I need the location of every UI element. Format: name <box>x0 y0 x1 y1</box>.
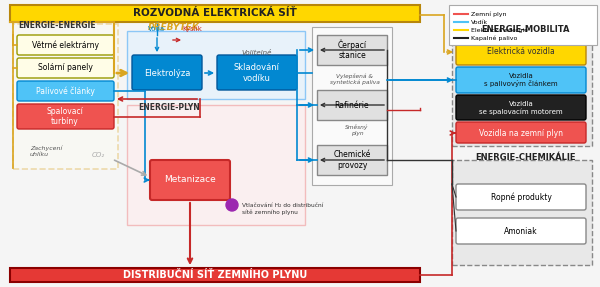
Bar <box>317 145 387 175</box>
Bar <box>452 31 592 146</box>
Text: Amoniak: Amoniak <box>504 226 538 236</box>
FancyBboxPatch shape <box>456 218 586 244</box>
Text: Zemní plyn: Zemní plyn <box>471 11 506 17</box>
Bar <box>10 268 420 282</box>
Text: Vozidla
se spalovacím motorem: Vozidla se spalovacím motorem <box>479 101 563 115</box>
Text: ENERGIE-ENERGIE: ENERGIE-ENERGIE <box>18 22 95 30</box>
Text: CO₂: CO₂ <box>92 152 105 158</box>
FancyBboxPatch shape <box>456 67 586 93</box>
Text: DISTRIBUČNÍ SÍŤ ZEMNÍHO PLYNU: DISTRIBUČNÍ SÍŤ ZEMNÍHO PLYNU <box>123 270 307 280</box>
Text: Spalovací
turbíny: Spalovací turbíny <box>47 107 83 126</box>
Text: Vozidla
s palivovým článkem: Vozidla s palivovým článkem <box>484 73 558 87</box>
Text: Rafinérie: Rafinérie <box>335 100 370 110</box>
Text: Elektrická vozidla: Elektrická vozidla <box>487 48 555 57</box>
Text: Voda: Voda <box>148 26 165 32</box>
Text: ENERGIE-PLYN: ENERGIE-PLYN <box>138 104 200 113</box>
FancyBboxPatch shape <box>17 81 114 101</box>
Text: ROZVODNÁ ELEKTRICKÁ SÍŤ: ROZVODNÁ ELEKTRICKÁ SÍŤ <box>133 9 297 18</box>
FancyBboxPatch shape <box>17 35 114 55</box>
Text: Kapalné palivo: Kapalné palivo <box>471 35 517 41</box>
Text: Solární panely: Solární panely <box>38 63 92 73</box>
FancyBboxPatch shape <box>217 55 297 90</box>
FancyBboxPatch shape <box>456 39 586 65</box>
Text: Čerpací
stanice: Čerpací stanice <box>337 40 367 61</box>
Bar <box>449 5 597 45</box>
Text: Skladování
vodíku: Skladování vodíku <box>234 63 280 83</box>
Text: ENERGIE-MOBILITA: ENERGIE-MOBILITA <box>481 26 569 34</box>
Text: Palivové články: Palivové články <box>35 86 94 96</box>
FancyBboxPatch shape <box>456 184 586 210</box>
Text: Větrné elektrárny: Větrné elektrárny <box>32 40 98 50</box>
FancyBboxPatch shape <box>132 55 202 90</box>
Text: Kyslík: Kyslík <box>182 26 202 32</box>
Text: Vozidla na zemní plyn: Vozidla na zemní plyn <box>479 129 563 137</box>
Bar <box>127 105 305 225</box>
Text: Elektrolýza: Elektrolýza <box>144 69 190 77</box>
Text: Vodík: Vodík <box>471 20 488 24</box>
FancyBboxPatch shape <box>17 58 114 78</box>
Text: Vtlačování H₂ do distribuční
sítě zemního plynu: Vtlačování H₂ do distribuční sítě zemníh… <box>242 203 323 215</box>
Text: Vylepšená &
syntetická paliva: Vylepšená & syntetická paliva <box>330 73 380 85</box>
Bar <box>317 90 387 120</box>
Text: PŘEBYTEK: PŘEBYTEK <box>148 24 200 32</box>
FancyBboxPatch shape <box>456 95 586 120</box>
Text: Volitelné: Volitelné <box>242 50 272 56</box>
Bar <box>13 24 118 169</box>
Text: Metanizace: Metanizace <box>164 175 216 185</box>
Bar <box>452 160 592 265</box>
Bar <box>317 35 387 65</box>
Bar <box>127 31 305 99</box>
Text: Zachycení
uhlíku: Zachycení uhlíku <box>30 145 62 157</box>
Text: Elektrická energie: Elektrická energie <box>471 27 528 33</box>
Text: Směsný
plyn: Směsný plyn <box>346 124 368 136</box>
Text: Ropné produkty: Ropné produkty <box>491 192 551 202</box>
Bar <box>10 5 420 22</box>
Text: ENERGIE-CHEMIKÁLIE: ENERGIE-CHEMIKÁLIE <box>475 152 575 162</box>
FancyBboxPatch shape <box>17 104 114 129</box>
Circle shape <box>226 199 238 211</box>
Text: Chemické
provozy: Chemické provozy <box>334 150 371 170</box>
Bar <box>312 27 392 185</box>
FancyBboxPatch shape <box>150 160 230 200</box>
FancyBboxPatch shape <box>456 122 586 143</box>
